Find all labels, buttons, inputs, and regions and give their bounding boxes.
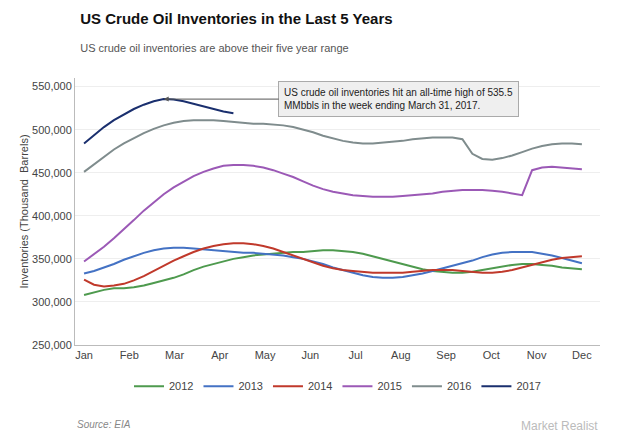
svg-text:500,000: 500,000: [32, 124, 72, 136]
svg-text:2013: 2013: [238, 380, 262, 392]
svg-text:Sep: Sep: [436, 349, 456, 361]
svg-text:350,000: 350,000: [32, 253, 72, 265]
svg-text:2012: 2012: [169, 380, 193, 392]
svg-text:US crude oil inventories hit a: US crude oil inventories hit an all-time…: [284, 87, 513, 111]
svg-text:250,000: 250,000: [32, 339, 72, 351]
svg-text:2014: 2014: [308, 380, 332, 392]
svg-text:2016: 2016: [447, 380, 471, 392]
svg-text:Aug: Aug: [391, 349, 411, 361]
svg-text:400,000: 400,000: [32, 210, 72, 222]
svg-text:Jun: Jun: [301, 349, 319, 361]
svg-text:2015: 2015: [377, 380, 401, 392]
svg-text:Market Realist: Market Realist: [521, 419, 598, 433]
svg-text:Jul: Jul: [349, 349, 363, 361]
svg-text:2017: 2017: [516, 380, 540, 392]
svg-text:Mar: Mar: [165, 349, 184, 361]
svg-text:450,000: 450,000: [32, 167, 72, 179]
svg-text:Nov: Nov: [527, 349, 547, 361]
svg-text:May: May: [255, 349, 276, 361]
svg-text:Dec: Dec: [572, 349, 592, 361]
svg-text:US Crude Oil Inventories in th: US Crude Oil Inventories in the Last 5 Y…: [80, 10, 392, 27]
svg-text:US crude oil inventories are a: US crude oil inventories are above their…: [80, 42, 348, 54]
svg-text:550,000: 550,000: [32, 80, 72, 92]
svg-text:Oct: Oct: [483, 349, 500, 361]
svg-text:Source: EIA: Source: EIA: [77, 419, 131, 430]
svg-text:Inventories (Thousand Barrels: Inventories (Thousand Barrels): [18, 134, 30, 288]
svg-text:Jan: Jan: [75, 349, 93, 361]
svg-text:Apr: Apr: [211, 349, 228, 361]
svg-text:300,000: 300,000: [32, 296, 72, 308]
svg-text:Feb: Feb: [120, 349, 139, 361]
